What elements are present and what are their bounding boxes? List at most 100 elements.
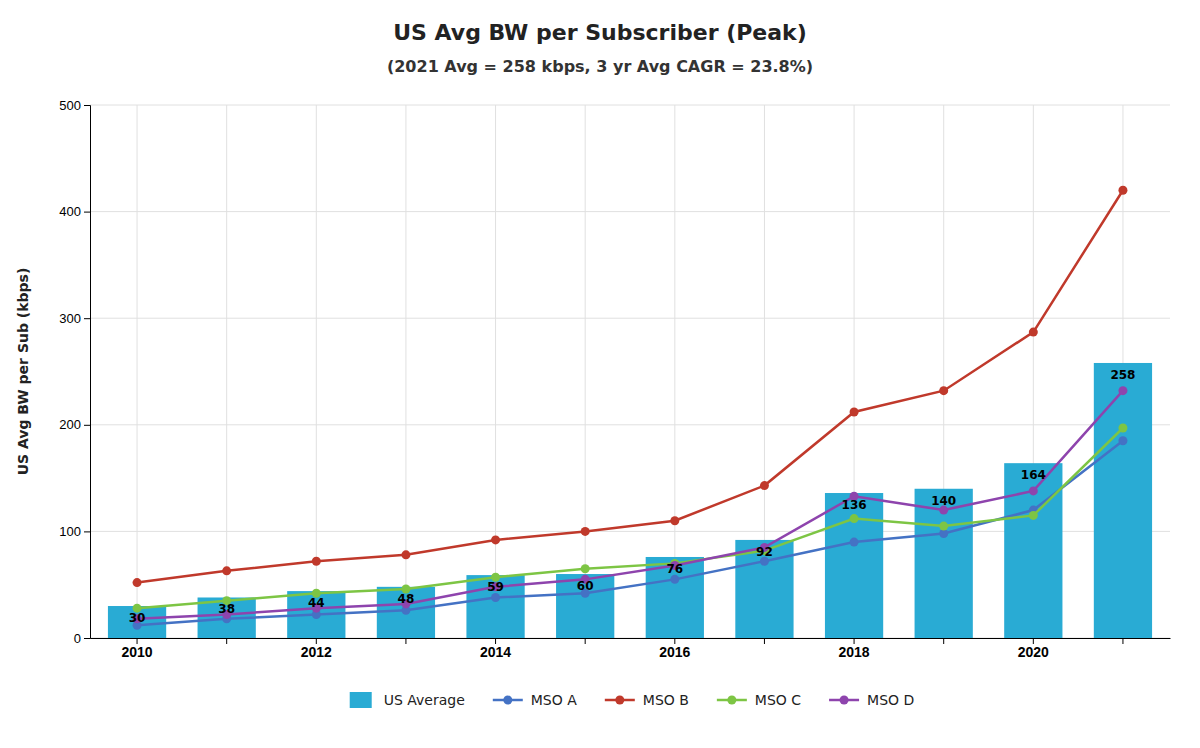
background	[0, 0, 1200, 748]
line-series	[133, 386, 1128, 623]
data-label: 76	[666, 562, 683, 576]
bar-series	[108, 363, 1152, 638]
y-axis-title: US Avg BW per Sub (kbps)	[15, 268, 31, 476]
tick-mark	[226, 638, 227, 644]
data-label: 140	[931, 494, 956, 508]
grid-line-x	[137, 105, 138, 638]
tick-mark	[84, 425, 90, 426]
marker	[670, 516, 679, 525]
tick-mark	[764, 638, 765, 644]
data-label: 30	[129, 611, 146, 625]
x-axis: 2010 2012 2014 2016 2018 2020	[91, 638, 1171, 660]
x-tick: 2012	[301, 638, 332, 660]
bar	[1094, 363, 1152, 638]
line	[137, 428, 1123, 608]
line-series	[133, 436, 1128, 629]
marker	[133, 578, 142, 587]
marker	[312, 557, 321, 566]
legend: US AverageMSO AMSO BMSO CMSO D	[350, 692, 915, 708]
data-label: 136	[842, 498, 867, 512]
data-label: 59	[487, 580, 504, 594]
bar	[825, 493, 883, 638]
tick-label: 0	[74, 631, 81, 646]
legend-label: MSO B	[643, 692, 689, 708]
data-label: 48	[398, 592, 415, 606]
x-tick	[226, 638, 227, 644]
data-label: 60	[577, 579, 594, 593]
marker	[1118, 386, 1127, 395]
subtitle: (2021 Avg = 258 kbps, 3 yr Avg CAGR = 23…	[387, 57, 813, 76]
legend-marker	[840, 696, 849, 705]
data-label: 44	[308, 596, 325, 610]
tick-label: 2020	[1018, 644, 1049, 660]
y-tick: 100	[59, 524, 90, 539]
grid	[90, 105, 1170, 638]
tick-label: 300	[59, 311, 81, 326]
grid-line-x	[585, 105, 586, 638]
marker	[581, 564, 590, 573]
grid-line-y	[90, 105, 1170, 106]
line-series	[133, 186, 1128, 587]
marker	[1029, 486, 1038, 495]
line	[137, 441, 1123, 625]
tick-mark	[84, 318, 90, 319]
x-tick: 2010	[121, 638, 152, 660]
y-tick: 0	[74, 631, 90, 646]
bar	[556, 574, 614, 638]
axis-line	[91, 638, 1171, 639]
marks	[108, 186, 1152, 638]
marker	[670, 575, 679, 584]
legend-item: MSO C	[717, 692, 801, 708]
x-tick: 2020	[1018, 638, 1049, 660]
tick-label: 500	[59, 98, 81, 113]
marker	[1118, 423, 1127, 432]
y-tick: 400	[59, 204, 90, 219]
marker	[1029, 328, 1038, 337]
grid-line-y	[90, 211, 1170, 212]
y-axis: 0 100 200 300 400 500	[59, 98, 90, 646]
grid-line-x	[226, 105, 227, 638]
tick-label: 2016	[659, 644, 690, 660]
tick-mark	[1122, 638, 1123, 644]
marker	[939, 386, 948, 395]
grid-line-x	[495, 105, 496, 638]
legend-marker	[503, 696, 512, 705]
bar	[1004, 463, 1062, 638]
tick-mark	[943, 638, 944, 644]
marker	[1029, 511, 1038, 520]
grid-line-y	[90, 318, 1170, 319]
data-label: 92	[756, 545, 773, 559]
legend-item: US Average	[350, 692, 465, 708]
legend-label: MSO C	[755, 692, 801, 708]
chart-container: US Avg BW per Subscriber (Peak)(2021 Avg…	[0, 0, 1200, 748]
marker	[850, 408, 859, 417]
tick-mark	[84, 531, 90, 532]
x-tick	[405, 638, 406, 644]
y-tick: 300	[59, 311, 90, 326]
tick-label: 200	[59, 417, 81, 432]
y-tick: 500	[59, 98, 90, 113]
x-tick: 2018	[838, 638, 869, 660]
marker	[401, 550, 410, 559]
chart-svg: US Avg BW per Subscriber (Peak)(2021 Avg…	[0, 0, 1200, 748]
x-tick	[585, 638, 586, 644]
legend-marker	[615, 696, 624, 705]
tick-label: 100	[59, 524, 81, 539]
marker	[1118, 436, 1127, 445]
bar	[108, 606, 166, 638]
marker	[760, 481, 769, 490]
marker	[491, 535, 500, 544]
marker	[850, 514, 859, 523]
tick-mark	[84, 638, 90, 639]
line-series	[133, 423, 1128, 612]
tick-label: 2012	[301, 644, 332, 660]
grid-line-y	[90, 424, 1170, 425]
x-tick: 2016	[659, 638, 690, 660]
marker	[1118, 186, 1127, 195]
marker	[850, 538, 859, 547]
bar	[915, 489, 973, 638]
tick-label: 2014	[480, 644, 511, 660]
marker	[491, 593, 500, 602]
tick-label: 400	[59, 204, 81, 219]
line	[137, 190, 1123, 582]
